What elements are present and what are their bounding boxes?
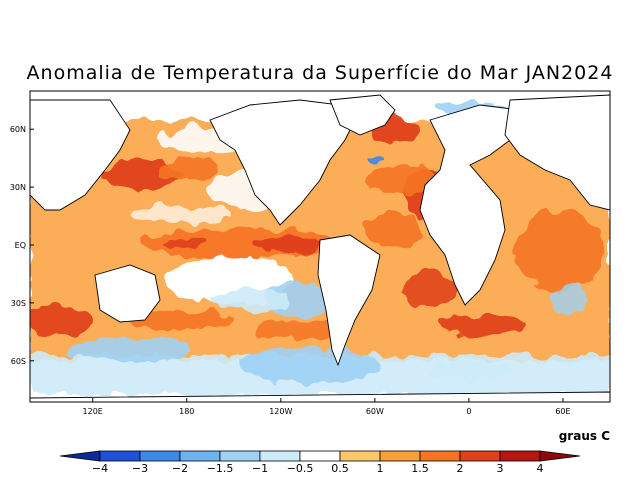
colorbar-level-label: −3 [132, 462, 148, 475]
landmass [30, 99, 131, 211]
colorbar-box [139, 450, 181, 462]
longitude-axis: 120E 180 120W 60W 0 60E [83, 398, 571, 416]
lat-tick-label: 30N [10, 183, 26, 192]
colorbar-high-arrow [539, 450, 581, 462]
lon-tick-label: 60W [366, 407, 384, 416]
sst-anomaly-map: 60N 30N EQ 30S 60S 120E 180 120W 60W 0 60E [10, 90, 611, 416]
lon-tick-label: 120W [269, 407, 292, 416]
lon-tick-label: 120E [83, 407, 103, 416]
lat-tick-label: EQ [15, 241, 26, 250]
colorbar-labels: −4 −3 −2 −1.5 −1 −0.5 0.5 1 1.5 2 3 4 [92, 462, 544, 475]
anomaly-patch [435, 315, 525, 335]
colorbar-level-label: −1 [252, 462, 268, 475]
latitude-axis: 60N 30N EQ 30S 60S [10, 125, 34, 366]
lat-tick-label: 30S [11, 299, 26, 308]
colorbar-level-label: 4 [537, 462, 544, 475]
colorbar-box [499, 450, 541, 462]
lon-tick-label: 180 [179, 407, 194, 416]
landmass [317, 234, 381, 367]
anomaly-patch [515, 210, 605, 290]
colorbar-level-label: −1.5 [207, 462, 234, 475]
colorbar-box [219, 450, 261, 462]
colorbar-boxes [59, 450, 581, 462]
colorbar-level-label: 1.5 [411, 462, 429, 475]
anomaly-field [30, 91, 610, 402]
anomaly-patch [30, 304, 95, 336]
anomaly-patch [405, 270, 455, 310]
anomaly-patch [100, 161, 180, 189]
anomaly-patch [365, 156, 385, 164]
colorbar-box [459, 450, 501, 462]
colorbar-level-label: −0.5 [287, 462, 314, 475]
anomaly-patch [430, 362, 510, 382]
colorbar-level-label: 2 [457, 462, 464, 475]
anomaly-patch [130, 205, 230, 225]
map-frame [29, 90, 611, 403]
lon-tick-label: 0 [466, 407, 471, 416]
colorbar-box [179, 450, 221, 462]
colorbar-box [259, 450, 301, 462]
colorbar-box [99, 450, 141, 462]
landmass [329, 94, 396, 136]
colorbar-box [339, 450, 381, 462]
colorbar-level-label: 3 [497, 462, 504, 475]
anomaly-patch [70, 338, 190, 362]
lon-tick-label: 60E [555, 407, 570, 416]
anomaly-patch [365, 212, 425, 248]
lat-tick-label: 60N [10, 125, 26, 134]
colorbar-level-label: 1 [377, 462, 384, 475]
colorbar-box [299, 450, 341, 462]
anomaly-patch [255, 322, 345, 338]
map-title: Anomalia de Temperatura da Superfície do… [26, 62, 614, 84]
lat-tick-label: 60S [11, 357, 26, 366]
unit-label: graus C [558, 429, 610, 443]
landmass [94, 264, 161, 323]
anomaly-patch [165, 238, 205, 248]
colorbar-box [379, 450, 421, 462]
landmass [30, 391, 610, 402]
colorbar-box [419, 450, 461, 462]
anomaly-patch [255, 237, 325, 253]
anomaly-patch [210, 290, 290, 310]
colorbar-low-arrow [59, 450, 101, 462]
continents [30, 94, 610, 402]
landmass [209, 99, 356, 226]
anomaly-patch [550, 285, 590, 315]
colorbar-level-label: 0.5 [331, 462, 349, 475]
landmass [504, 94, 610, 211]
colorbar-level-label: −4 [92, 462, 108, 475]
anomaly-patch [265, 282, 335, 318]
anomaly-patch [365, 165, 435, 195]
anomaly-patch [240, 347, 380, 383]
anomaly-patch [160, 160, 220, 180]
colorbar-level-label: −2 [172, 462, 188, 475]
